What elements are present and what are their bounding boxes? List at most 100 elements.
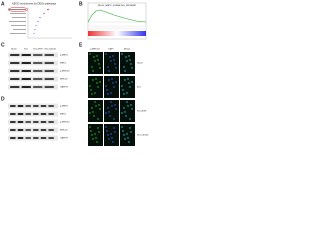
- cell: [97, 127, 99, 129]
- cell: [131, 108, 133, 110]
- band: [33, 78, 43, 80]
- band: [17, 121, 24, 123]
- band: [10, 129, 16, 131]
- band: [33, 86, 43, 88]
- cell: [110, 92, 112, 94]
- micrograph: [104, 76, 119, 98]
- cell: [112, 82, 114, 84]
- cell: [115, 67, 117, 69]
- cell: [89, 112, 91, 114]
- row-label: Sham: [137, 63, 143, 65]
- band: [40, 121, 47, 123]
- cell: [110, 60, 112, 62]
- band: [48, 113, 54, 115]
- cell: [121, 53, 123, 55]
- generated: Sham SCI SCI+EGF SCI+U0126p-MEK1MEK1p-ERK1/…: [8, 48, 149, 146]
- cell: [99, 67, 101, 69]
- cell: [91, 107, 93, 109]
- row-label: SCI+U0126: [137, 135, 149, 137]
- cell: [89, 85, 91, 87]
- cell: [107, 107, 109, 109]
- cell: [93, 115, 95, 117]
- cell: [106, 130, 108, 132]
- cell: [112, 55, 114, 57]
- row-label: GAPDH: [60, 86, 68, 89]
- cell: [90, 130, 92, 132]
- band: [21, 70, 31, 72]
- band: [10, 78, 20, 80]
- kegg-plot: [7, 7, 72, 39]
- row-label: SCI+EGF: [137, 111, 147, 113]
- row-label: p-ERK1/2: [60, 122, 70, 124]
- cell: [130, 131, 132, 133]
- cell: [123, 134, 125, 136]
- column-label: Sham: [11, 49, 17, 51]
- band: [25, 105, 31, 107]
- cell: [129, 59, 131, 61]
- micrograph: [88, 124, 103, 146]
- band: [25, 121, 31, 123]
- band: [10, 70, 20, 72]
- cell: [131, 81, 133, 83]
- micrograph: [104, 52, 119, 74]
- micrograph: [104, 124, 119, 146]
- band: [17, 113, 24, 115]
- band: [33, 137, 39, 139]
- band: [10, 54, 20, 56]
- cell: [98, 104, 100, 106]
- cell: [115, 108, 117, 110]
- cell: [97, 59, 99, 61]
- cell: [130, 104, 132, 106]
- band: [10, 113, 16, 115]
- column-label: SCI: [24, 49, 28, 51]
- band: [40, 105, 47, 107]
- micrograph: [88, 100, 103, 122]
- cell: [95, 78, 97, 80]
- band: [10, 86, 20, 88]
- cell: [95, 137, 97, 139]
- figure: A KEGG enrichment for DEGs pathways B KE…: [0, 0, 150, 149]
- row-label: GAPDH: [60, 137, 68, 140]
- cell: [126, 133, 128, 135]
- cell: [91, 93, 93, 95]
- band: [40, 137, 47, 139]
- cell: [125, 56, 127, 58]
- cell: [108, 79, 110, 81]
- cell: [97, 86, 99, 88]
- cell: [89, 53, 91, 55]
- micrograph: [120, 52, 135, 74]
- cell: [130, 63, 132, 65]
- cell: [121, 112, 123, 114]
- row-label: MEK1: [60, 114, 67, 116]
- band: [25, 129, 31, 131]
- band: [17, 129, 24, 131]
- cell: [127, 78, 129, 80]
- gsea-plot: KEGG_MAPK_SIGNALING_PATHWAY: [87, 2, 147, 40]
- cell: [124, 79, 126, 81]
- cell: [111, 78, 113, 80]
- cell: [123, 107, 125, 109]
- band: [33, 129, 39, 131]
- band: [21, 86, 31, 88]
- row-label: ERK1/2: [60, 79, 68, 81]
- column-label: Merge: [124, 48, 131, 51]
- band: [33, 121, 39, 123]
- cell: [129, 127, 131, 129]
- band: [48, 129, 54, 131]
- band: [48, 121, 54, 123]
- cell: [114, 104, 116, 106]
- cell: [123, 66, 125, 68]
- band: [33, 70, 43, 72]
- micrograph: [120, 76, 135, 98]
- cell: [124, 111, 126, 113]
- column-label: DAPI: [108, 48, 113, 51]
- cell: [129, 86, 131, 88]
- panel-title: KEGG_MAPK_SIGNALING_PATHWAY: [98, 4, 137, 7]
- cell: [127, 137, 129, 139]
- cell: [107, 66, 109, 68]
- panel-label: D: [1, 96, 5, 102]
- cell: [94, 101, 96, 103]
- row-label: ERK1/2: [60, 130, 68, 132]
- column-label: p-ERK1/2: [90, 49, 100, 51]
- cell: [125, 115, 127, 117]
